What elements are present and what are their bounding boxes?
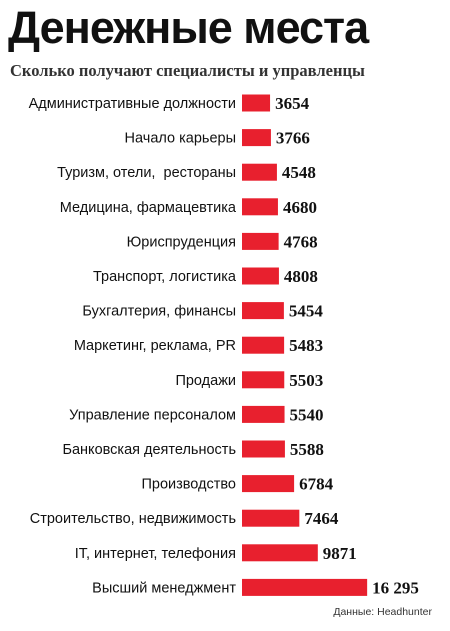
value-label: 3654 xyxy=(275,94,310,113)
category-label: Бухгалтерия, финансы xyxy=(82,304,236,320)
data-source-note: Данные: Headhunter xyxy=(333,606,432,618)
value-label: 5540 xyxy=(290,405,324,424)
category-label: Маркетинг, реклама, PR xyxy=(74,338,236,354)
bar xyxy=(242,578,368,596)
bar xyxy=(242,267,279,285)
value-label: 4680 xyxy=(283,198,317,217)
value-label: 16 295 xyxy=(372,578,419,597)
bar xyxy=(242,129,271,147)
category-label: Банковская деятельность xyxy=(62,442,236,458)
value-label: 9871 xyxy=(323,544,357,563)
chart-subtitle: Сколько получают специалисты и управленц… xyxy=(10,61,365,80)
category-label: Юриспруденция xyxy=(127,234,236,250)
category-label: Медицина, фармацевтика xyxy=(60,200,237,216)
bar xyxy=(242,440,285,458)
bar xyxy=(242,405,285,423)
category-label: Продажи xyxy=(175,373,236,389)
value-label: 4548 xyxy=(282,163,316,182)
value-label: 5454 xyxy=(289,302,324,321)
category-label: Административные должности xyxy=(29,96,236,112)
bar xyxy=(242,544,318,562)
value-label: 5483 xyxy=(289,336,323,355)
category-label: Туризм, отели, рестораны xyxy=(57,165,236,181)
bar xyxy=(242,475,295,493)
value-label: 5588 xyxy=(290,440,324,459)
bar xyxy=(242,163,277,181)
value-label: 4768 xyxy=(284,232,318,251)
category-label: Управление персоналом xyxy=(69,407,236,423)
category-label: Строительство, недвижимость xyxy=(30,511,236,527)
value-label: 7464 xyxy=(304,509,339,528)
category-label: Производство xyxy=(141,477,236,493)
value-label: 3766 xyxy=(276,129,310,148)
bar xyxy=(242,371,285,389)
category-label: Высший менеджмент xyxy=(92,580,236,596)
chart-title: Денежные места xyxy=(8,2,369,53)
value-label: 6784 xyxy=(299,475,334,494)
bar xyxy=(242,232,279,250)
value-label: 5503 xyxy=(289,371,323,390)
bar xyxy=(242,94,271,112)
bar xyxy=(242,336,285,354)
category-label: IT, интернет, телефония xyxy=(75,546,236,562)
value-label: 4808 xyxy=(284,267,318,286)
category-label: Начало карьеры xyxy=(125,131,236,147)
bar xyxy=(242,302,284,320)
bar xyxy=(242,509,300,527)
bar xyxy=(242,198,278,216)
category-label: Транспорт, логистика xyxy=(93,269,237,285)
